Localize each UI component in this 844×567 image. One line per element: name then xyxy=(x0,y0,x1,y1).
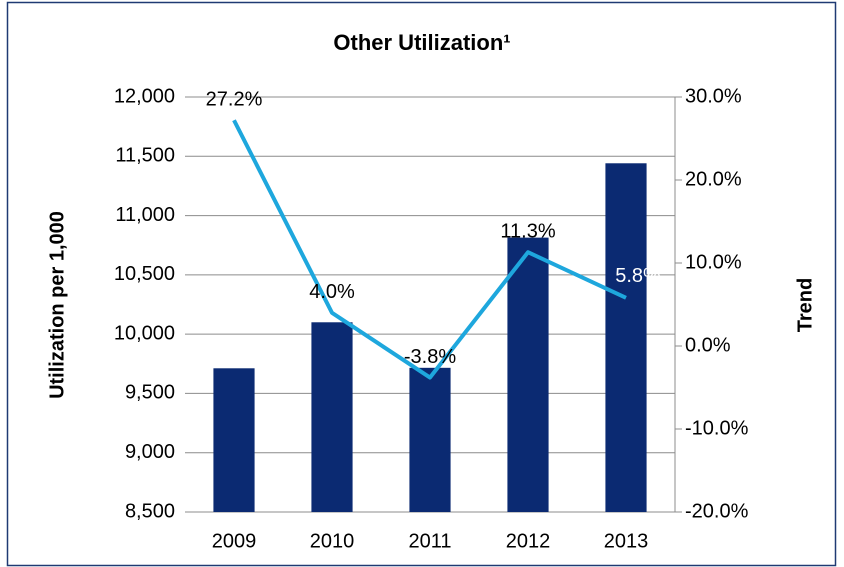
bar xyxy=(213,368,255,512)
chart-title: Other Utilization¹ xyxy=(333,30,510,55)
y2-tick-label: -20.0% xyxy=(685,500,749,522)
y-tick-label: 10,000 xyxy=(114,322,175,344)
y-tick-label: 12,000 xyxy=(114,85,175,107)
x-tick-label: 2010 xyxy=(310,530,355,552)
y-tick-label: 9,000 xyxy=(125,441,175,463)
bar xyxy=(605,163,647,512)
y2-tick-label: 30.0% xyxy=(685,85,742,107)
trend-line xyxy=(232,119,627,380)
data-label: 11.3% xyxy=(500,220,555,242)
y-tick-label: 11,000 xyxy=(115,204,175,226)
y-tick-label: 9,500 xyxy=(125,382,175,404)
data-label: 27.2% xyxy=(206,89,263,111)
y2-tick-label: 0.0% xyxy=(685,334,731,356)
y2-tick-label: 20.0% xyxy=(685,168,742,190)
data-label: -3.8% xyxy=(404,346,456,368)
y-tick-label: 10,500 xyxy=(114,263,175,285)
y2-tick-label: -10.0% xyxy=(685,417,749,439)
y2-axis-label: Trend xyxy=(794,278,816,332)
x-tick-label: 2013 xyxy=(604,530,649,552)
bar xyxy=(311,322,353,512)
x-tick-label: 2012 xyxy=(506,530,551,552)
y-axis-label: Utilization per 1,000 xyxy=(46,211,68,399)
x-tick-label: 2009 xyxy=(212,530,257,552)
x-tick-label: 2011 xyxy=(408,530,451,552)
y-tick-label: 8,500 xyxy=(125,500,175,522)
y-tick-label: 11,500 xyxy=(115,145,175,167)
bar xyxy=(507,237,549,512)
bar xyxy=(409,367,451,512)
data-label: 5.8% xyxy=(615,265,661,287)
y2-tick-label: 10.0% xyxy=(685,251,742,273)
data-label: 4.0% xyxy=(309,281,355,303)
